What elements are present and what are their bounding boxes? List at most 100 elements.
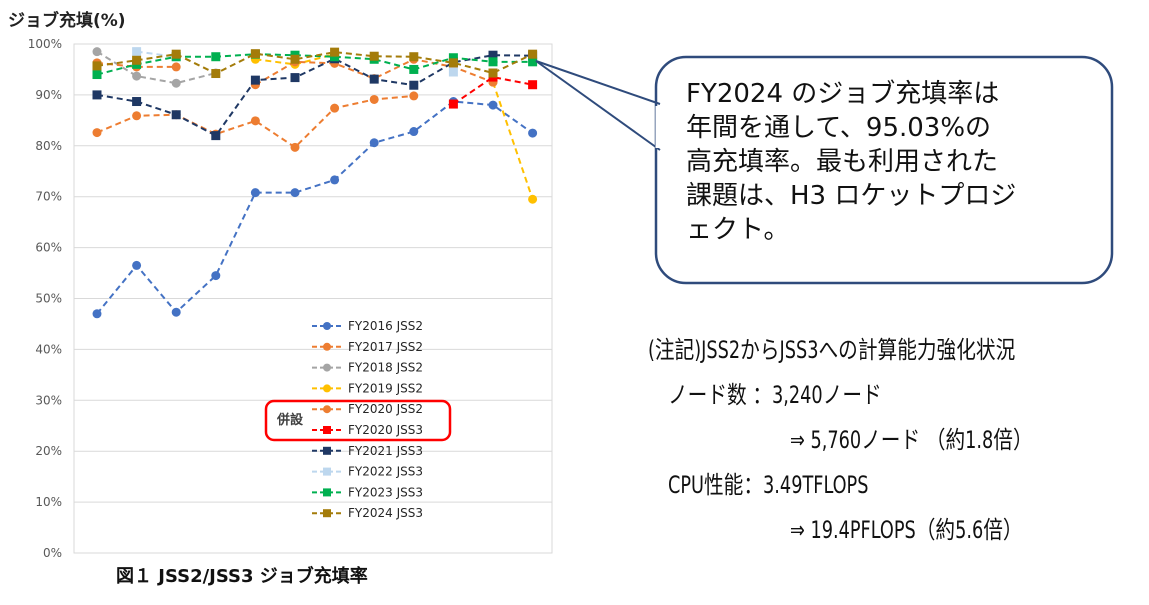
data-point <box>92 70 102 80</box>
note-line: CPU性能：3.49TFLOPS <box>668 471 869 499</box>
data-point <box>132 55 142 65</box>
data-point <box>409 64 419 74</box>
legend-entry: FY2022 JSS3 <box>312 465 423 479</box>
y-tick-label: 40% <box>35 342 62 356</box>
legend-marker <box>323 509 331 518</box>
legend-label: FY2017 JSS2 <box>348 340 423 354</box>
y-tick-label: 90% <box>35 88 62 102</box>
legend-entry: FY2018 JSS2 <box>312 361 423 375</box>
data-point <box>250 75 260 85</box>
legend-marker <box>323 405 331 414</box>
legend-entry: FY2024 JSS3 <box>312 506 423 520</box>
legend-entry: FY2021 JSS3 <box>312 444 423 458</box>
data-point <box>290 73 300 83</box>
data-point <box>488 68 498 78</box>
series-line <box>96 53 533 76</box>
legend-label: FY2016 JSS2 <box>348 319 423 333</box>
series-line <box>96 50 217 85</box>
data-point <box>171 110 181 120</box>
legend-entry: FY2016 JSS2 <box>312 319 423 333</box>
data-point <box>171 49 181 59</box>
y-tick-label: 60% <box>35 241 62 255</box>
legend-label: FY2018 JSS2 <box>348 361 423 375</box>
data-point <box>330 175 340 185</box>
legend-marker <box>323 342 331 351</box>
data-point <box>92 47 102 57</box>
data-point <box>211 52 221 62</box>
data-point <box>448 53 458 63</box>
data-point <box>290 54 300 64</box>
data-point <box>250 188 260 198</box>
y-tick-label: 80% <box>35 139 62 153</box>
data-point <box>211 271 221 281</box>
data-point <box>488 57 498 67</box>
y-tick-label: 70% <box>35 190 62 204</box>
data-point <box>409 127 419 137</box>
y-tick-label: 0% <box>43 546 62 560</box>
data-point <box>330 47 340 57</box>
legend-label: FY2023 JSS3 <box>348 485 423 499</box>
data-point <box>250 116 260 126</box>
y-tick-label: 30% <box>35 393 62 407</box>
note-line: ⇒ 19.4PFLOPS（約5.6倍） <box>790 516 1023 544</box>
series-fy2024-jss3 <box>92 47 538 79</box>
data-point <box>528 80 538 90</box>
callout-text: FY2024 のジョブ充填率は 年間を通して、95.03%の 高充填率。最も利用… <box>686 77 1106 247</box>
legend-entry: FY2019 JSS2 <box>312 381 423 395</box>
series-line <box>96 54 533 137</box>
group-highlight-box <box>264 399 452 442</box>
legend-label: FY2021 JSS3 <box>348 444 423 458</box>
data-point <box>132 97 142 107</box>
data-point <box>488 100 498 110</box>
legend-marker <box>323 363 331 372</box>
callout-line: 高充填率。最も利用された <box>686 147 999 177</box>
y-axis-title: ジョブ充填(%) <box>8 11 126 31</box>
legend-entry: FY2020 JSS2 <box>312 402 423 416</box>
legend-entry: FY2023 JSS3 <box>312 485 423 499</box>
data-point <box>528 49 538 59</box>
legend-label: FY2020 JSS2 <box>348 402 423 416</box>
figure-caption: 図１ JSS2/JSS3 ジョブ充填率 <box>116 566 368 587</box>
data-point <box>409 80 419 90</box>
callout-pointer <box>535 60 661 105</box>
data-point <box>528 194 538 204</box>
callout-bubble <box>654 55 1114 285</box>
legend-entry: FY2017 JSS2 <box>312 340 423 354</box>
note-line: (注記)JSS2からJSS3への計算能力強化状況 <box>648 336 1016 364</box>
y-tick-label: 10% <box>35 495 62 509</box>
data-point <box>448 58 458 68</box>
legend-marker <box>323 446 331 455</box>
y-tick-label: 100% <box>28 37 62 51</box>
note-line: ノード数 ：3,240ノード <box>668 381 882 409</box>
data-point <box>250 49 260 59</box>
data-point <box>132 111 142 121</box>
callout-line: 年間を通して、95.03%の <box>686 113 992 143</box>
callout-line: 課題は、H3 ロケットプロジ <box>686 181 1017 211</box>
data-point <box>211 131 221 141</box>
data-point <box>132 71 142 81</box>
data-point <box>448 67 458 77</box>
callout-pointer <box>535 60 661 151</box>
series-line <box>255 53 335 66</box>
series-line <box>96 100 534 315</box>
series-fy2018-jss2 <box>92 47 221 88</box>
data-point <box>211 69 221 79</box>
group-label: 併設 <box>276 412 304 428</box>
data-point <box>448 99 458 109</box>
legend-marker <box>323 426 331 434</box>
callout-line: FY2024 のジョブ充填率は <box>686 79 1000 109</box>
legend-marker <box>323 322 331 330</box>
data-point <box>330 103 340 113</box>
y-tick-label: 50% <box>35 292 62 306</box>
data-point <box>92 128 102 138</box>
data-point <box>171 62 181 72</box>
series-line <box>492 81 534 200</box>
data-point <box>369 94 379 104</box>
data-point <box>290 142 300 152</box>
callout-line: ェクト。 <box>686 215 790 245</box>
legend-marker <box>323 488 331 497</box>
data-point <box>92 61 102 71</box>
data-point <box>92 90 102 100</box>
data-point <box>290 188 300 198</box>
